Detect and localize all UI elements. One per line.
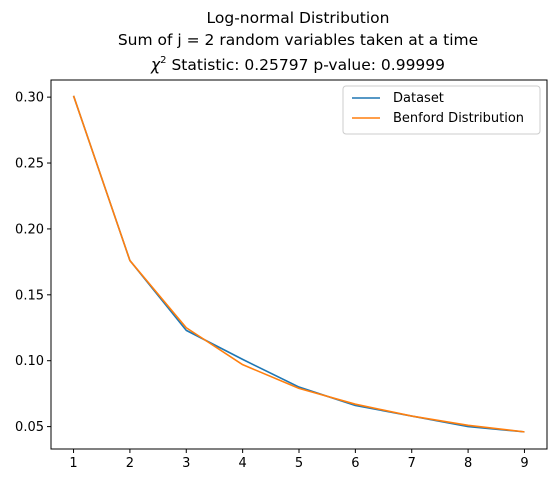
chart-title-line-1: Log-normal Distribution <box>207 9 390 27</box>
y-tick-label: 0.25 <box>15 157 44 172</box>
legend-box <box>342 85 541 135</box>
x-axis: 1 2 3 4 5 6 7 8 9 <box>69 449 529 471</box>
legend-label-dataset: Dataset <box>393 91 444 106</box>
x-tick-label: 1 <box>69 456 77 471</box>
x-tick-label: 3 <box>182 456 190 471</box>
y-tick-label: 0.05 <box>15 420 44 435</box>
chi-symbol: χ <box>150 56 161 74</box>
plot-area-frame <box>50 79 548 450</box>
x-tick-label: 7 <box>408 456 416 471</box>
x-tick-label: 5 <box>295 456 303 471</box>
stat-text: Statistic: 0.25797 p-value: 0.99999 <box>167 56 445 74</box>
x-tick-label: 9 <box>520 456 528 471</box>
legend-label-benford: Benford Distribution <box>393 111 524 126</box>
y-tick-label: 0.15 <box>15 288 44 303</box>
chart-title-line-2: Sum of j = 2 random variables taken at a… <box>118 31 478 49</box>
series-line-1 <box>72 95 525 433</box>
x-tick-label: 2 <box>126 456 134 471</box>
y-tick-label: 0.30 <box>15 91 44 106</box>
x-tick-label: 4 <box>238 456 246 471</box>
y-tick-label: 0.10 <box>15 354 44 369</box>
chi-exponent: 2 <box>160 55 166 66</box>
x-tick-label: 6 <box>351 456 359 471</box>
y-axis: 0.05 0.10 0.15 0.20 0.25 0.30 <box>15 91 51 435</box>
y-tick-label: 0.20 <box>15 222 44 237</box>
plot-lines <box>72 95 525 433</box>
series-line-0 <box>72 95 525 433</box>
x-tick-label: 8 <box>464 456 472 471</box>
chart-stat-line: χ2 Statistic: 0.25797 p-value: 0.99999 <box>150 55 445 74</box>
legend: Dataset Benford Distribution <box>342 85 541 135</box>
